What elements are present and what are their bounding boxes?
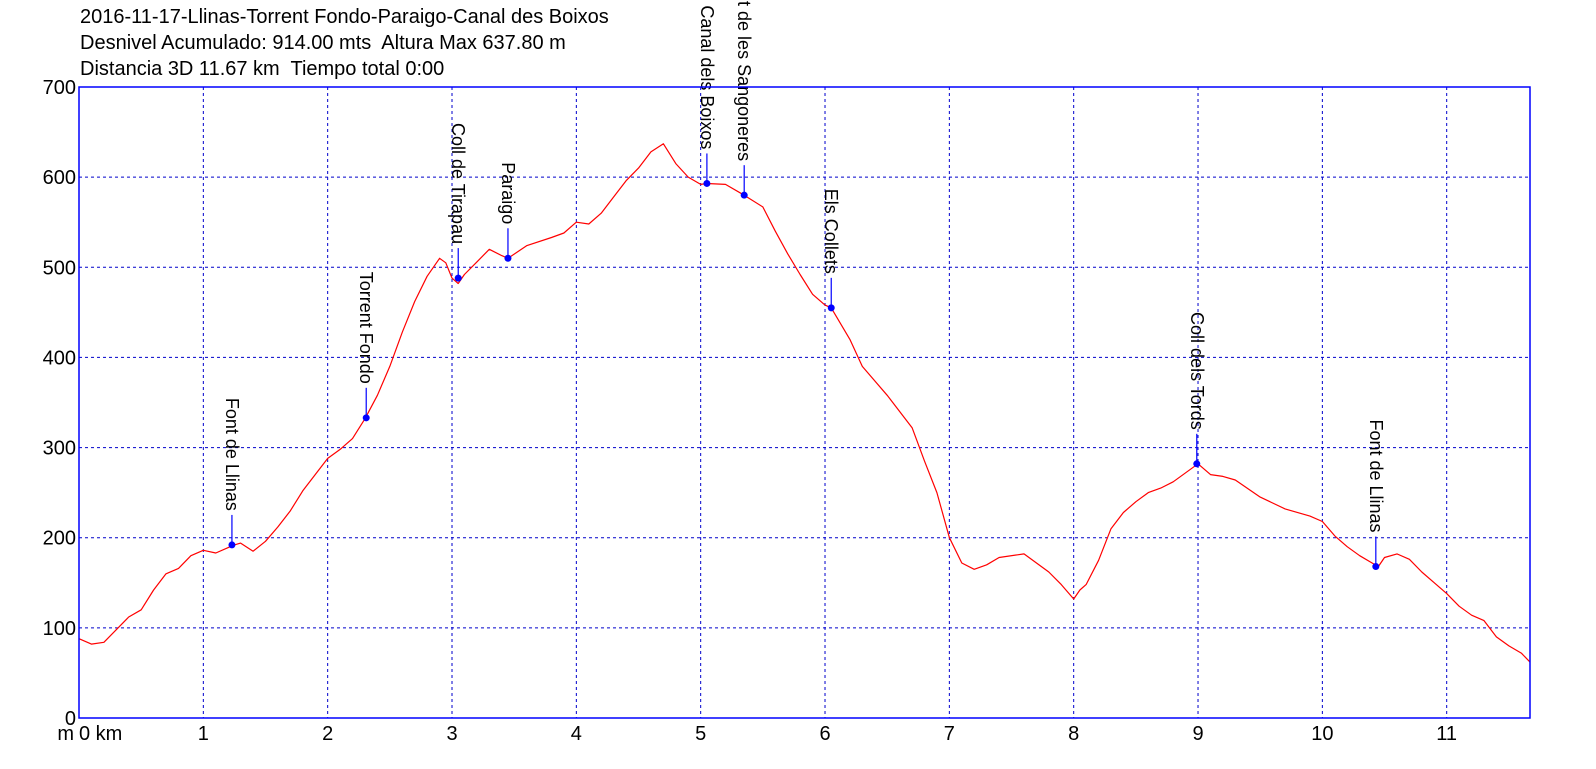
x-tick-label: 11: [1436, 723, 1457, 745]
waypoint-label: Torrent Fondo: [356, 272, 376, 384]
waypoint-marker: [454, 274, 462, 282]
x-tick-label: 10: [1311, 723, 1333, 745]
waypoint-label: Font de les Sangoneres: [734, 0, 754, 161]
y-tick-label: 400: [43, 347, 76, 369]
x-tick-label: 5: [695, 723, 706, 745]
waypoint-label: Coll de Tirapau: [448, 123, 468, 244]
y-tick-label: 200: [43, 528, 76, 550]
x-tick-label: 4: [571, 723, 582, 745]
y-tick-label: 500: [43, 257, 76, 279]
waypoint: Coll dels Tords: [1187, 312, 1207, 468]
waypoint: Coll de Tirapau: [448, 123, 468, 282]
waypoint-marker: [1193, 460, 1201, 468]
chart-title: 2016-11-17-Llinas-Torrent Fondo-Paraigo-…: [80, 6, 609, 28]
waypoint: Canal dels Boixos: [697, 5, 717, 187]
x-tick-label: 9: [1192, 723, 1203, 745]
waypoint: Font de Llinas: [1366, 419, 1386, 571]
distance-summary: Distancia 3D 11.67 km Tiempo total 0:00: [80, 58, 445, 80]
x-tick-label: 2: [322, 723, 333, 745]
plot-frame: [78, 86, 1531, 719]
waypoint-marker: [740, 191, 748, 199]
axis-ticks: 0 100 200 300 400 500 600 700 0 km 1 2 3 4 5 6 7 8 9 10 11 m: [43, 77, 1457, 745]
waypoint-label: Paraigo: [498, 162, 518, 224]
waypoint: Els Collets: [821, 189, 841, 312]
waypoint-marker: [1372, 563, 1380, 571]
elevation-summary: Desnivel Acumulado: 914.00 mts Altura Ma…: [80, 32, 566, 54]
waypoint-marker: [703, 179, 711, 187]
x-tick-label: 0 km: [79, 723, 122, 745]
waypoint: Font de les Sangoneres: [734, 0, 754, 199]
x-tick-label: 8: [1068, 723, 1079, 745]
waypoint: Paraigo: [498, 162, 518, 262]
waypoints: Font de Llinas Torrent Fondo Coll de Tirap…: [222, 0, 1386, 571]
y-tick-label: 100: [43, 618, 76, 640]
chart-header: 2016-11-17-Llinas-Torrent Fondo-Paraigo-…: [80, 4, 609, 82]
waypoint-label: Canal dels Boixos: [697, 5, 717, 149]
waypoint-label: Els Collets: [821, 189, 841, 274]
waypoint-label: Coll dels Tords: [1187, 312, 1207, 430]
profile-series: [78, 143, 1531, 663]
waypoint-label: Font de Llinas: [222, 398, 242, 511]
waypoint: Font de Llinas: [222, 398, 242, 549]
y-tick-label: 0: [65, 708, 76, 730]
waypoint: Torrent Fondo: [356, 272, 376, 422]
y-tick-label: 600: [43, 167, 76, 189]
x-tick-label: 6: [819, 723, 830, 745]
x-tick-label: 1: [198, 723, 209, 745]
x-tick-label: 7: [944, 723, 955, 745]
x-tick-label: 3: [446, 723, 457, 745]
y-tick-label: 300: [43, 438, 76, 460]
elevation-profile-line: [78, 143, 1531, 663]
waypoint-marker: [827, 304, 835, 312]
grid-lines: [79, 87, 1530, 718]
waypoint-label: Font de Llinas: [1366, 419, 1386, 532]
waypoint-marker: [362, 414, 370, 422]
waypoint-marker: [228, 541, 236, 549]
y-unit-label: m: [57, 723, 74, 745]
y-tick-label: 700: [43, 77, 76, 99]
waypoint-marker: [504, 254, 512, 262]
